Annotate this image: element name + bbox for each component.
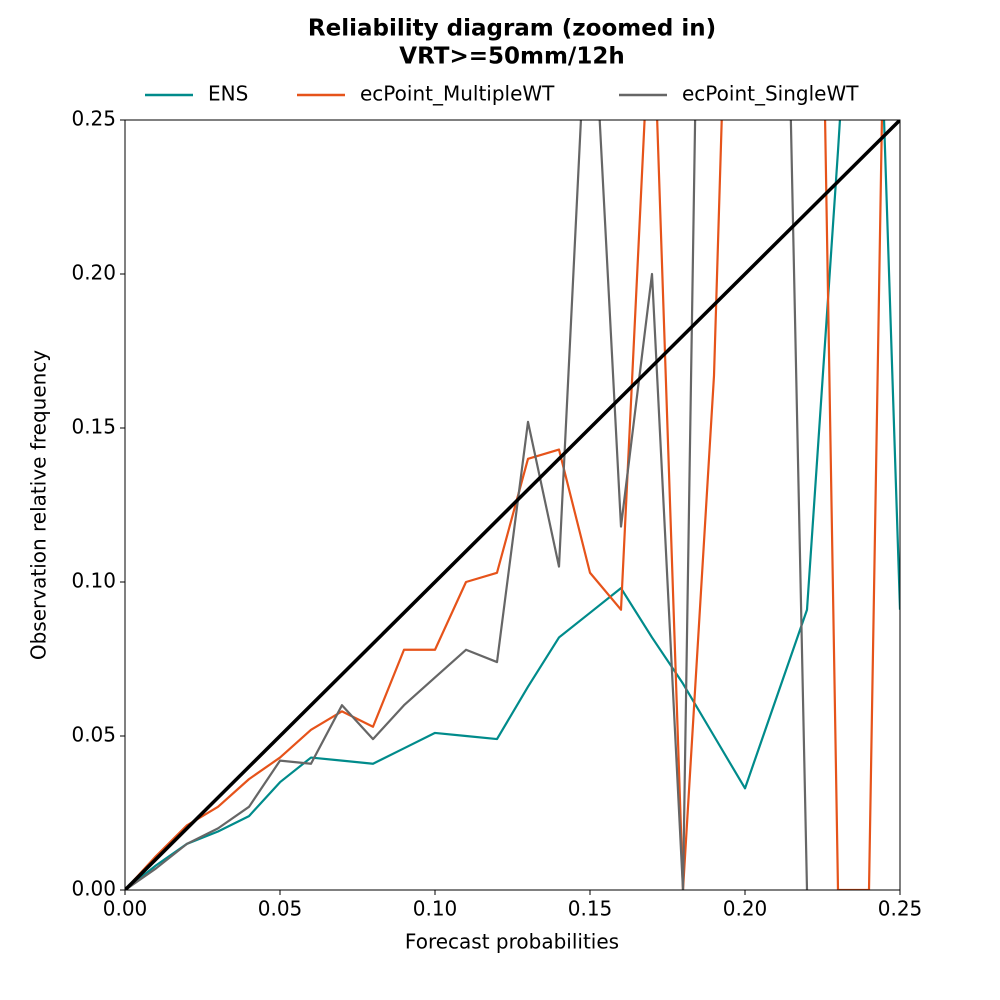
x-tick-label: 0.20 bbox=[723, 897, 768, 921]
series-line bbox=[125, 120, 809, 890]
y-tick-label: 0.20 bbox=[71, 261, 116, 285]
x-tick-label: 0.15 bbox=[568, 897, 613, 921]
reference-line bbox=[125, 120, 900, 890]
x-axis-label: Forecast probabilities bbox=[405, 930, 619, 954]
x-tick-label: 0.25 bbox=[878, 897, 923, 921]
chart-subtitle: VRT>=50mm/12h bbox=[399, 44, 624, 70]
y-axis-label: Observation relative frequency bbox=[27, 350, 51, 660]
legend-label: ecPoint_SingleWT bbox=[682, 82, 859, 106]
x-tick-label: 0.00 bbox=[103, 897, 148, 921]
y-tick-label: 0.05 bbox=[71, 723, 116, 747]
plot-area bbox=[125, 120, 900, 890]
series-line bbox=[125, 120, 884, 890]
chart-title: Reliability diagram (zoomed in) bbox=[308, 16, 716, 42]
legend-label: ecPoint_MultipleWT bbox=[360, 82, 555, 106]
y-tick-label: 0.15 bbox=[71, 415, 116, 439]
legend-label: ENS bbox=[208, 82, 248, 106]
plot-frame bbox=[124, 119, 901, 891]
x-tick-label: 0.10 bbox=[413, 897, 458, 921]
y-tick-label: 0.00 bbox=[71, 877, 116, 901]
y-tick-label: 0.25 bbox=[71, 107, 116, 131]
series-line bbox=[125, 120, 900, 890]
y-tick-label: 0.10 bbox=[71, 569, 116, 593]
x-tick-label: 0.05 bbox=[258, 897, 303, 921]
